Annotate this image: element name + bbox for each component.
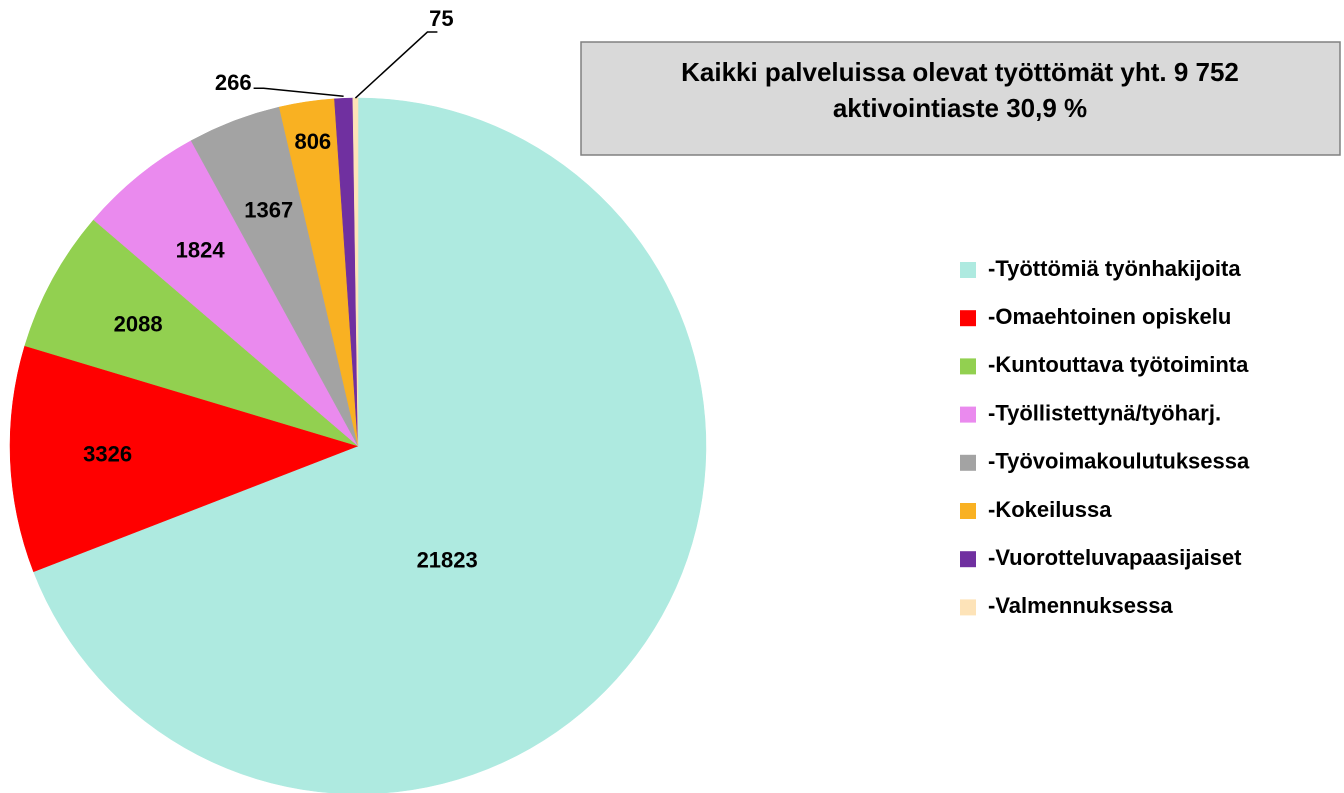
data-label: 2088: [114, 312, 163, 337]
legend-label: -Valmennuksessa: [988, 593, 1173, 618]
legend-swatch: [960, 310, 976, 327]
data-label: 1367: [244, 198, 293, 223]
data-label: 1824: [176, 237, 226, 262]
pie-slice: [24, 219, 359, 447]
data-label: 21823: [417, 548, 478, 573]
legend-swatch: [960, 262, 976, 278]
legend-swatch: [960, 454, 976, 471]
data-label: 806: [294, 129, 331, 154]
legend-label: -Työllistettynä/työharj.: [988, 400, 1221, 425]
chart-subtitle: aktivointiaste 30,9 %: [833, 93, 1087, 123]
pie-slice: [352, 97, 359, 447]
legend-swatch: [960, 358, 976, 375]
legend-label: -Vuorotteluvapaasijaiset: [988, 545, 1242, 570]
legend-label: -Omaehtoinen opiskelu: [988, 304, 1231, 329]
chart-title: Kaikki palveluissa olevat työttömät yht.…: [681, 57, 1239, 87]
legend-swatch: [960, 599, 976, 616]
legend-label: -Työvoimakoulutuksessa: [988, 449, 1250, 474]
legend-swatch: [960, 406, 976, 423]
data-label: 266: [215, 70, 252, 95]
leader-line: [253, 87, 344, 98]
legend-swatch: [960, 503, 976, 519]
legend-swatch: [960, 551, 976, 568]
legend-label: -Kuntouttava työtoiminta: [988, 352, 1249, 377]
legend-label: -Työttömiä työnhakijoita: [988, 256, 1241, 281]
data-label: 75: [429, 6, 453, 31]
legend-label: -Kokeilussa: [988, 497, 1112, 522]
data-label: 3326: [83, 442, 132, 467]
pie-slice: [93, 140, 359, 447]
pie-slice: [9, 345, 359, 573]
title-box: [580, 41, 1341, 156]
pie-slice: [33, 97, 707, 793]
leader-line: [354, 31, 438, 99]
